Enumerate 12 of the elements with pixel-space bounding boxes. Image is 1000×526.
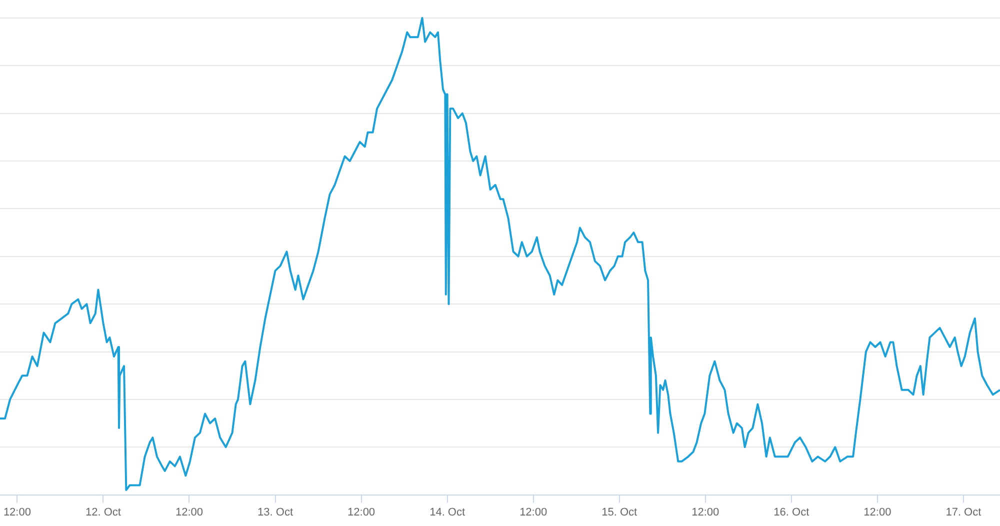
x-tick-label: 15. Oct — [602, 506, 638, 518]
x-tick-label: 12:00 — [175, 506, 204, 518]
x-tick-label: 12:00 — [520, 506, 548, 518]
x-tick-label: 16. Oct — [774, 506, 810, 518]
x-tick-label: 12:00 — [692, 506, 720, 518]
x-tick-label: 13. Oct — [258, 506, 294, 518]
x-tick-label: 12:00 — [3, 506, 31, 518]
x-tick-label: 17. Oct — [946, 506, 982, 518]
x-tick-label: 12:00 — [348, 506, 376, 518]
x-tick-label: 12:00 — [864, 506, 892, 518]
x-tick-label: 12. Oct — [85, 506, 121, 518]
x-tick-label: 14. Oct — [430, 506, 466, 518]
